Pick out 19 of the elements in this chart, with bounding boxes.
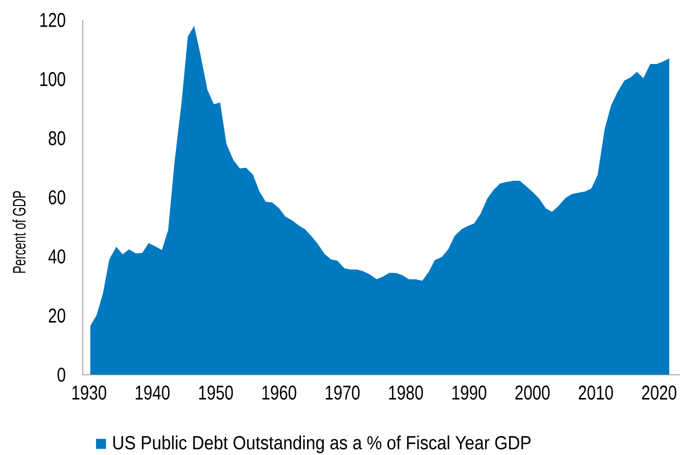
x-tick-label: 1930: [72, 386, 106, 400]
y-tick-label: 80: [48, 131, 66, 146]
x-tick-label: 1950: [199, 386, 233, 400]
x-tick-label: 2010: [578, 386, 613, 400]
y-tick-label: 20: [48, 308, 66, 323]
legend-label: US Public Debt Outstanding as a % of Fiscal Year GDP: [113, 435, 531, 454]
x-tick-label: 1990: [452, 386, 486, 400]
x-tick-label: 1970: [326, 386, 360, 400]
y-axis-title: Percent of GDP: [12, 191, 26, 273]
x-tick-label: 2020: [642, 386, 676, 400]
y-tick-label: 0: [58, 368, 66, 382]
y-tick-label: 120: [40, 12, 66, 28]
y-tick-label: 100: [40, 72, 66, 86]
x-tick-label: 1940: [136, 386, 170, 400]
x-tick-label: 2000: [515, 386, 550, 400]
y-tick-label: 60: [48, 190, 66, 204]
x-tick-label: 1980: [389, 386, 423, 400]
y-tick-label: 40: [48, 249, 66, 264]
x-tick-label: 1960: [262, 386, 296, 400]
